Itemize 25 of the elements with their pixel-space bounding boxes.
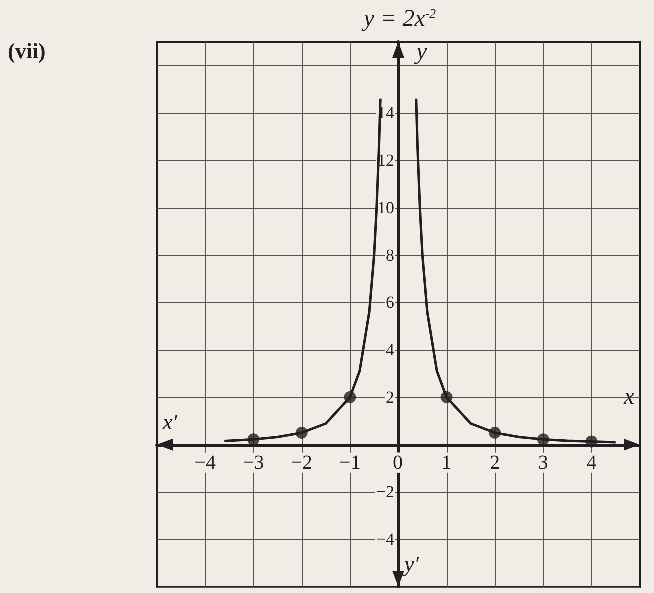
point bbox=[344, 391, 356, 404]
text: (vii) bbox=[8, 38, 46, 64]
x-tick-label: −1 bbox=[340, 452, 361, 474]
point bbox=[586, 436, 598, 448]
point bbox=[296, 426, 308, 439]
y-tick-label: 4 bbox=[386, 340, 395, 360]
x-tick-label: 4 bbox=[586, 452, 597, 474]
annotation: y′ bbox=[402, 552, 420, 576]
x-tick-label: 2 bbox=[490, 452, 500, 474]
annotation: x′ bbox=[162, 409, 179, 434]
x-tick-label: −3 bbox=[242, 452, 264, 474]
y-tick-label: 10 bbox=[378, 198, 394, 218]
x-tick-label: 3 bbox=[538, 452, 548, 474]
y-axis-title: y bbox=[414, 39, 428, 65]
y-tick-label: −2 bbox=[376, 482, 394, 502]
x-tick-label: 0 bbox=[393, 452, 403, 474]
point bbox=[489, 426, 502, 439]
x-tick-label: −4 bbox=[194, 452, 216, 474]
x-tick-label: −2 bbox=[291, 452, 313, 474]
x-tick-label: 1 bbox=[442, 452, 452, 474]
y-tick-label: 8 bbox=[386, 246, 394, 265]
y-tick-label: 2 bbox=[386, 388, 394, 407]
y-tick-label: −4 bbox=[376, 530, 395, 550]
point bbox=[440, 391, 453, 404]
y-tick-label: 6 bbox=[386, 293, 394, 312]
